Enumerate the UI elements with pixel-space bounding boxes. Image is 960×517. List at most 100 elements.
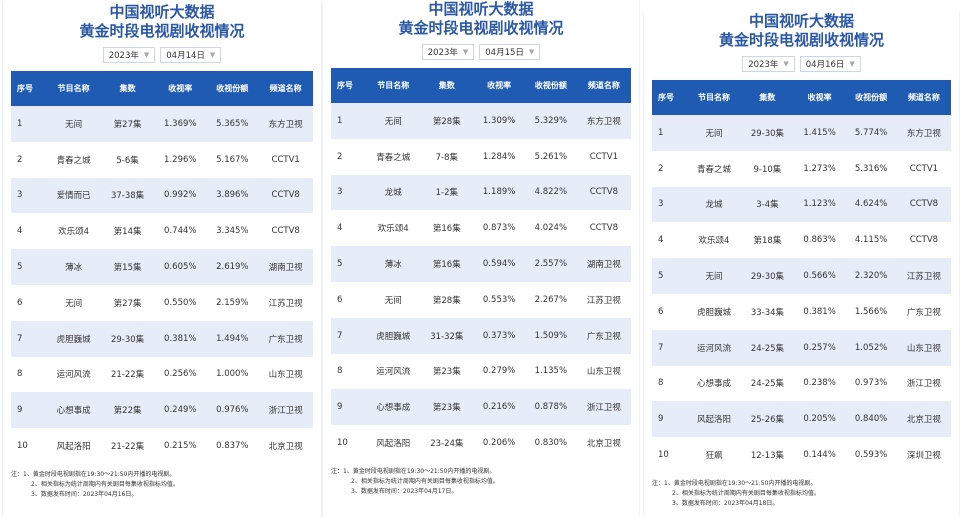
table-cell: 0.744% bbox=[164, 226, 197, 237]
table-cell: 1 bbox=[331, 103, 367, 139]
table-cell: 龙城 bbox=[366, 174, 421, 211]
table-cell: 1.189% bbox=[473, 174, 525, 211]
table-cell: 虎胆巍城 bbox=[46, 320, 101, 357]
table-cell: 0.873% bbox=[482, 223, 516, 234]
footnote: 3、数据发布时间：2023年04月18日。 bbox=[672, 499, 779, 507]
table-cell: 山东卫视 bbox=[586, 367, 621, 378]
table-cell: 4.624% bbox=[845, 186, 897, 223]
table-row: 10 风起洛阳 23-24集 0.206% 0.830% 北京卫视 bbox=[331, 425, 631, 461]
table-cell: CCTV8 bbox=[589, 223, 618, 234]
chevron-down-icon: ▼ bbox=[528, 48, 535, 56]
table-cell: 3.896% bbox=[206, 177, 259, 214]
table-cell: 2 bbox=[658, 163, 664, 174]
title-line2: 黄金时段电视剧收视情况 bbox=[398, 19, 564, 37]
table-cell: 青春之城 bbox=[56, 155, 91, 166]
table-cell: 1.052% bbox=[845, 329, 897, 366]
table-cell: 5.316% bbox=[854, 163, 888, 174]
date-value: 04月14日 bbox=[166, 51, 205, 61]
table-cell: 第28集 bbox=[432, 295, 461, 306]
table-cell: 3 bbox=[652, 186, 687, 223]
table-cell: 薄冰 bbox=[366, 246, 421, 282]
date-select[interactable]: 04月14日 ▼ bbox=[160, 47, 222, 63]
column-header: 集数 bbox=[100, 71, 155, 106]
table-cell: 1.000% bbox=[216, 369, 249, 380]
table-cell: 2 bbox=[337, 151, 343, 162]
table-row: 4 欢乐颂4 第18集 0.863% 4.115% CCTV8 bbox=[652, 222, 951, 258]
footnote: 注：1、黄金时段电视剧指在19:30～21:50内开播的电视剧。 bbox=[652, 479, 817, 487]
table-cell: 1.309% bbox=[473, 103, 525, 139]
title-line2: 黄金时段电视剧收视情况 bbox=[718, 31, 884, 49]
table-cell: 无间 bbox=[65, 298, 83, 309]
table-cell: 薄冰 bbox=[46, 249, 101, 285]
table-cell: 虎胆巍城 bbox=[366, 317, 421, 354]
table-cell: 6 bbox=[17, 297, 23, 308]
table-cell: 浙江卫视 bbox=[258, 392, 313, 429]
date-select[interactable]: 04月15日 ▼ bbox=[479, 44, 541, 60]
table-cell: 无间 bbox=[686, 115, 742, 151]
table-cell: 无间 bbox=[384, 295, 402, 306]
table-cell: 5 bbox=[11, 249, 47, 285]
footnote: 3、数据发布时间：2023年04月17日。 bbox=[351, 487, 458, 495]
table-row: 4 欢乐颂4 第16集 0.873% 4.024% CCTV8 bbox=[331, 210, 631, 246]
table-cell: 心想事成 bbox=[366, 389, 421, 426]
table-cell: 7 bbox=[11, 320, 47, 357]
year-select[interactable]: 2023年 ▼ bbox=[742, 56, 795, 72]
table-cell: 1.369% bbox=[154, 106, 207, 142]
table-row: 3 龙城 3-4集 1.123% 4.624% CCTV8 bbox=[652, 186, 951, 223]
table-cell: 9 bbox=[11, 392, 47, 429]
table-cell: CCTV1 bbox=[909, 163, 939, 174]
table-cell: 0.837% bbox=[216, 441, 249, 452]
table-cell: 0.257% bbox=[793, 329, 846, 366]
table-cell: 4 bbox=[337, 223, 343, 234]
table-cell: 4 bbox=[658, 235, 664, 246]
table-cell: 1.123% bbox=[793, 186, 846, 223]
table-cell: 0.381% bbox=[154, 320, 207, 357]
table-cell: 0.566% bbox=[793, 258, 846, 294]
table-cell: 2.320% bbox=[845, 258, 897, 294]
table-cell: 1.273% bbox=[803, 163, 836, 174]
table-cell: 广东卫视 bbox=[258, 320, 313, 357]
table-cell: 0.381% bbox=[803, 306, 836, 317]
table-cell: 广东卫视 bbox=[906, 307, 941, 318]
table-cell: 29-30集 bbox=[741, 258, 794, 294]
table-cell: 风起洛阳 bbox=[686, 401, 742, 438]
table-cell: 风起洛阳 bbox=[56, 442, 91, 453]
table-cell: 4.024% bbox=[534, 223, 568, 234]
table-cell: 1.135% bbox=[534, 366, 568, 377]
table-cell: 北京卫视 bbox=[586, 439, 621, 450]
table-cell: 0.976% bbox=[206, 392, 259, 429]
table-cell: 0.279% bbox=[482, 366, 516, 377]
table-row: 10 狂飙 12-13集 0.144% 0.593% 深圳卫视 bbox=[652, 437, 951, 473]
column-header: 序号 bbox=[331, 68, 367, 103]
table-cell: 5 bbox=[652, 258, 687, 294]
table-row: 6 无间 第27集 0.550% 2.159% 江苏卫视 bbox=[11, 285, 313, 321]
date-select[interactable]: 04月16日 ▼ bbox=[799, 56, 861, 72]
table-row: 1 无间 29-30集 1.415% 5.774% 东方卫视 bbox=[652, 115, 951, 151]
date-value: 04月15日 bbox=[485, 48, 524, 58]
ratings-panel-0414: 中国视听大数据 黄金时段电视剧收视情况 2023年 ▼ 04月14日 ▼ 序号 节目名… bbox=[2, 3, 322, 517]
table-row: 2 青春之城 9-10集 1.273% 5.316% CCTV1 bbox=[652, 151, 951, 187]
table-cell: 0.238% bbox=[803, 378, 836, 389]
table-row: 3 龙城 1-2集 1.189% 4.822% CCTV8 bbox=[331, 174, 631, 211]
table-cell: 0.992% bbox=[154, 177, 207, 214]
table-cell: 运河风流 bbox=[686, 329, 742, 366]
table-cell: 29-30集 bbox=[100, 320, 155, 357]
table-cell: 3 bbox=[11, 177, 47, 214]
table-cell: 0.256% bbox=[164, 369, 197, 380]
table-cell: 第23集 bbox=[420, 389, 474, 426]
table-row: 7 虎胆巍城 29-30集 0.381% 1.494% 广东卫视 bbox=[11, 320, 313, 357]
column-header: 收视份额 bbox=[524, 68, 577, 103]
table-cell: 第22集 bbox=[100, 392, 155, 429]
ratings-panel-0416: 中国视听大数据 黄金时段电视剧收视情况 2023年 ▼ 04月16日 ▼ 序号 节目名… bbox=[643, 12, 960, 517]
table-row: 1 无间 第27集 1.369% 5.365% 东方卫视 bbox=[11, 106, 313, 142]
title-line1: 中国视听大数据 bbox=[428, 0, 534, 18]
year-select[interactable]: 2023年 ▼ bbox=[102, 47, 156, 63]
table-cell: 10 bbox=[658, 450, 669, 461]
year-select[interactable]: 2023年 ▼ bbox=[421, 44, 475, 60]
table-cell: 5-6集 bbox=[116, 155, 139, 166]
table-cell: 东方卫视 bbox=[896, 115, 951, 151]
table-cell: 第18集 bbox=[753, 236, 782, 247]
column-header: 频道名称 bbox=[896, 80, 951, 115]
table-cell: 江苏卫视 bbox=[268, 298, 303, 309]
table-cell: 25-26集 bbox=[741, 401, 794, 438]
